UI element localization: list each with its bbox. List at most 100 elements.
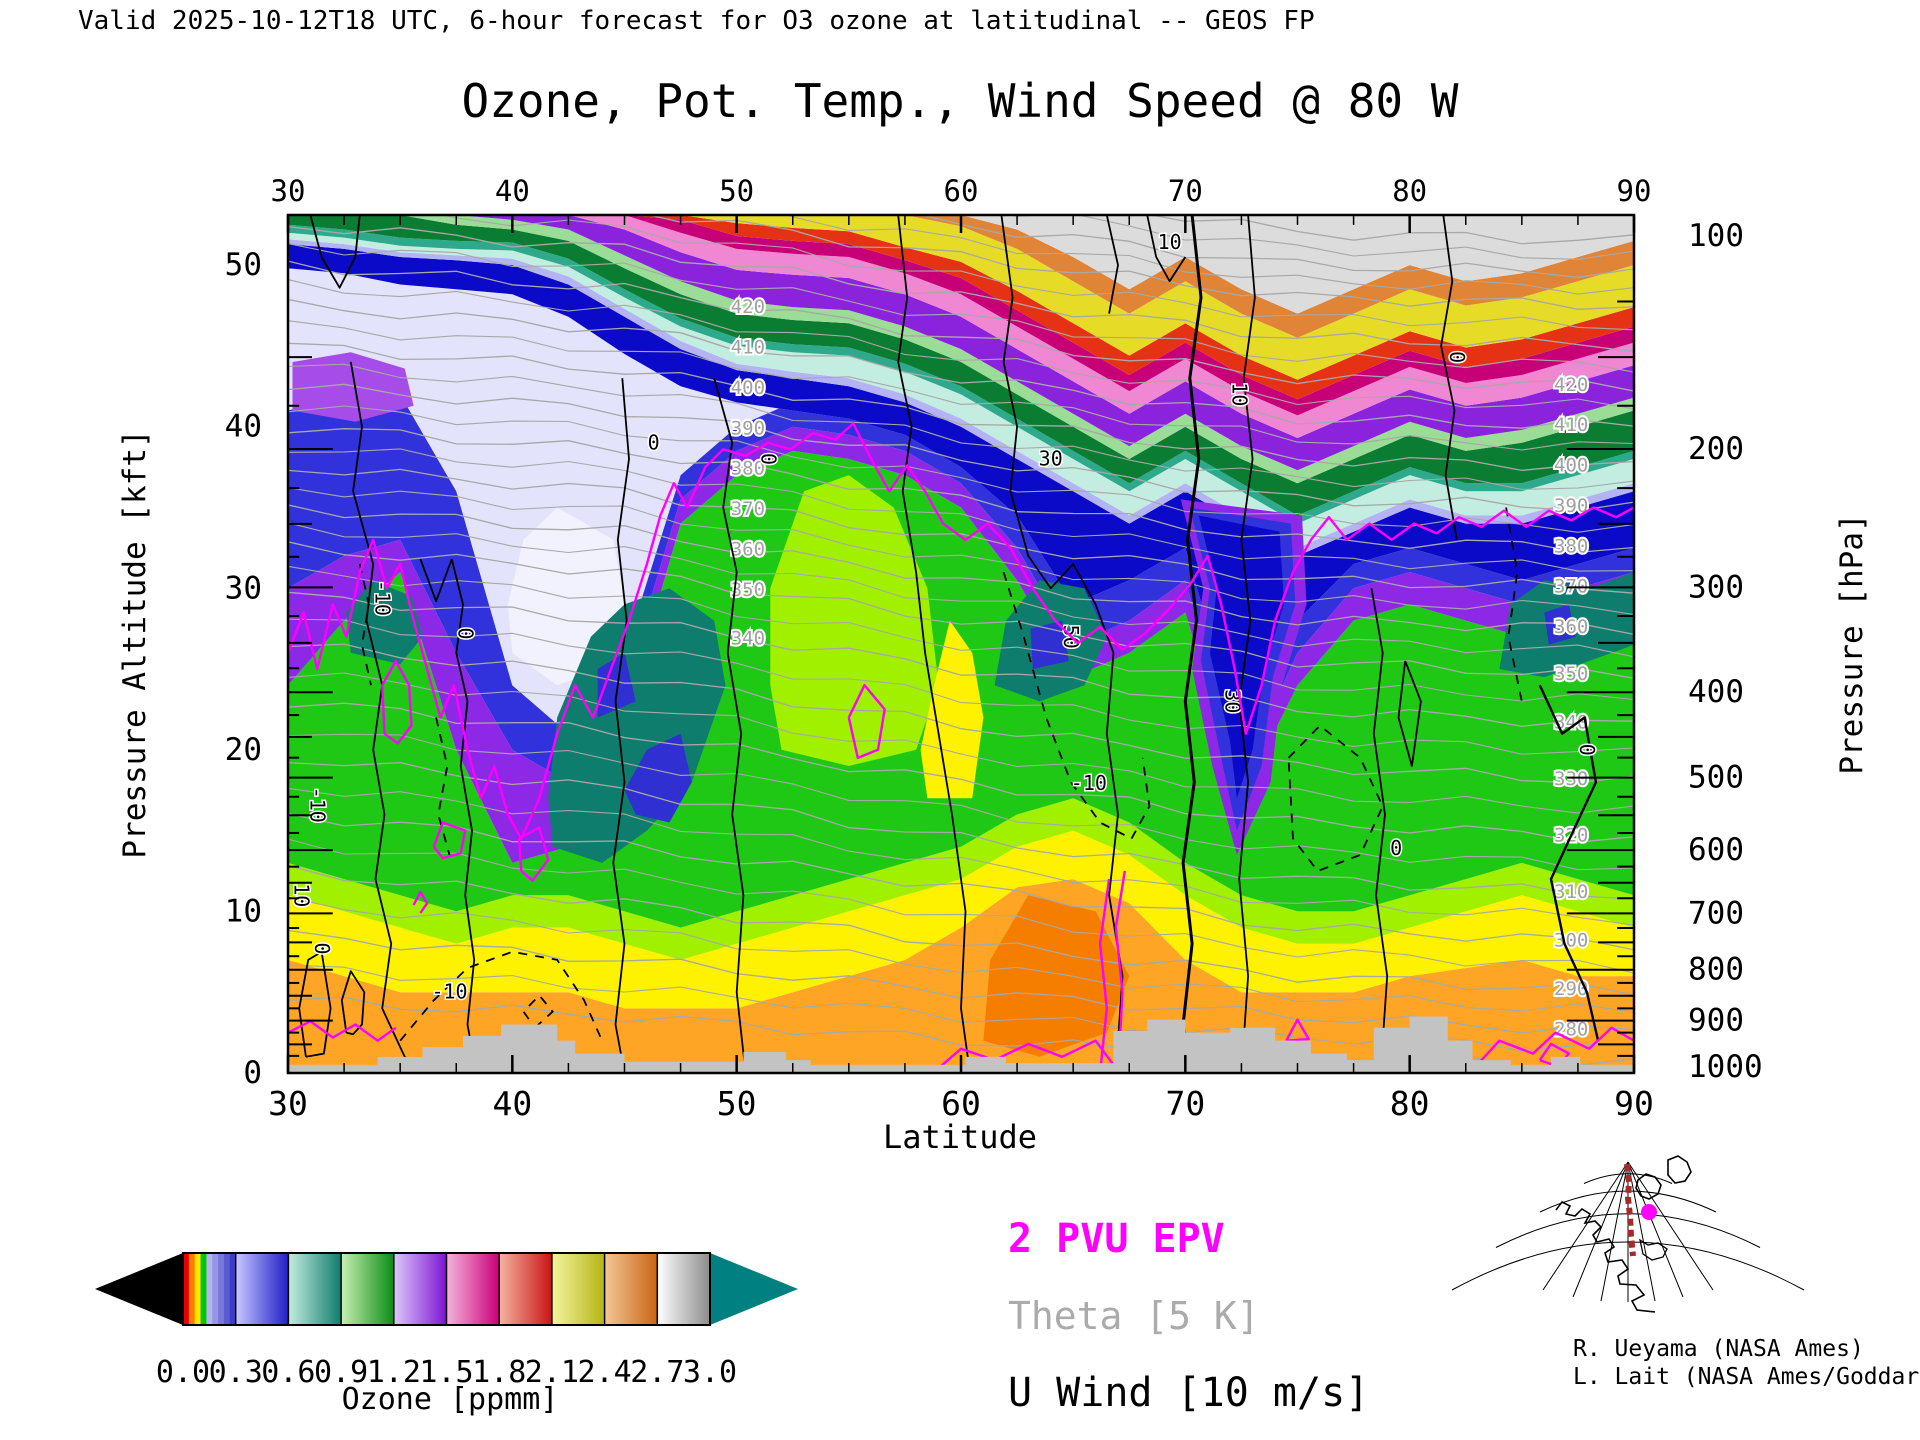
overlay-vortex-blue [1030, 620, 1069, 669]
y-left-tick: 20 [225, 732, 262, 768]
x-tick-top: 50 [719, 174, 754, 208]
uwind-label: 0 [756, 453, 780, 465]
overlay-lime-core [770, 475, 939, 766]
uwind-label: 0 [648, 430, 660, 454]
theta-line-400 [288, 342, 1634, 472]
uwind-line-dashed [435, 717, 451, 856]
theta-line-350 [288, 541, 1634, 679]
theta-label-400: 400 [1554, 455, 1588, 477]
map-meridian [1627, 1161, 1714, 1291]
theta-line-mid [288, 896, 1634, 1013]
overlay-teal-spot-left [346, 580, 423, 665]
colorbar-under-arrow [95, 1253, 183, 1325]
x-tick-top: 30 [271, 174, 306, 208]
y-left-tick: 30 [225, 570, 262, 606]
theta-line-mid [288, 320, 1634, 451]
x-tick-bottom: 90 [1614, 1084, 1654, 1123]
theta-label-280: 280 [1554, 1019, 1588, 1041]
theta-line-mid [288, 243, 1634, 373]
theta-label-330: 330 [1554, 768, 1588, 790]
map-coastline-na [1555, 1200, 1656, 1313]
theta-line-440 [646, 215, 1634, 310]
theta-label-340: 340 [1554, 712, 1588, 734]
y-left-tick: 50 [225, 247, 262, 283]
pressure-hatches [288, 300, 1634, 1057]
colorbar-stripe [194, 1253, 202, 1325]
terrain [288, 1016, 1634, 1073]
colorbar-segment [393, 1253, 447, 1325]
theta-label-400: 400 [731, 377, 765, 399]
theta-label-420: 420 [731, 296, 765, 318]
x-axis-title: Latitude [882, 1118, 1038, 1156]
x-tick-top: 90 [1617, 174, 1652, 208]
x-tick-top: 60 [944, 174, 979, 208]
theta-line-mid [288, 787, 1634, 926]
y-right-tick: 100 [1688, 218, 1744, 254]
ozone-field: 2802903003103203303403403503503603603703… [288, 215, 1634, 1073]
y-left-tick: 10 [225, 893, 262, 929]
overlay-orange-core [983, 895, 1130, 1057]
uwind-line [1181, 215, 1203, 1073]
epv-line [288, 422, 1634, 840]
y-left-tick: 0 [243, 1055, 262, 1091]
credit-line-1: R. Ueyama (NASA Ames) [1573, 1336, 1864, 1362]
theta-label-380: 380 [1554, 535, 1588, 557]
uwind-label: -10 [370, 580, 394, 616]
theta-line-340 [288, 591, 1634, 727]
uwind-line [419, 558, 453, 603]
map-location-dot [1641, 1204, 1657, 1220]
overlay-purple-patch-left [292, 352, 414, 422]
y-right-tick: 800 [1688, 952, 1744, 988]
theta-line-370 [288, 468, 1634, 594]
uwind-label: 0 [1575, 744, 1599, 756]
theta-line-mid [288, 733, 1634, 871]
colorbar-segment [604, 1253, 658, 1325]
colorbar-tick-label: 1.5 [419, 1355, 473, 1390]
uwind-label: -10 [431, 980, 467, 1004]
axis-labels: 3030404050506060707080809090010203040501… [225, 174, 1763, 1123]
map-coastline-hudson [1635, 1173, 1662, 1200]
colorbar-stripe [200, 1253, 207, 1325]
colorbar-tick-label: 2.4 [578, 1355, 632, 1390]
theta-line-mid [288, 522, 1634, 658]
epv-line [1098, 878, 1111, 1073]
map-transect-line [1624, 1163, 1636, 1257]
theta-line-mid [288, 838, 1634, 974]
theta-contours: 2802903003103203303403403503503603603703… [288, 215, 1634, 1068]
theta-line-mid [288, 672, 1634, 814]
layer-yellow-low [288, 830, 1634, 1009]
theta-line-430 [288, 225, 1634, 353]
uwind-label: 0 [1445, 351, 1469, 363]
uwind-line [1000, 215, 1124, 1073]
epv-line [412, 890, 429, 914]
map-meridian [1542, 1161, 1629, 1291]
map-coastline-carib [1639, 1238, 1668, 1261]
overlay-yellow-column [920, 620, 984, 799]
theta-line-mid [1006, 215, 1634, 260]
legend-uwind: U Wind [10 m/s] [1008, 1370, 1370, 1416]
map-meridian [1627, 1161, 1656, 1302]
theta-line-390 [288, 383, 1634, 512]
theta-line-310 [288, 761, 1634, 900]
colorbar-title: Ozone [ppmm] [341, 1382, 559, 1417]
x-tick-bottom: 70 [1165, 1084, 1205, 1123]
colorbar-tick-label: 0.0 [156, 1355, 210, 1390]
uwind-label: 0 [310, 943, 334, 955]
uwind-label: 10 [1227, 382, 1251, 406]
theta-label-410: 410 [731, 336, 765, 358]
layer-gray-top [288, 215, 1634, 314]
colorbar-tick-label: 1.2 [367, 1355, 421, 1390]
uwind-line-dashed [399, 950, 603, 1042]
uwind-line [713, 377, 747, 1073]
credit-line-2: L. Lait (NASA Ames/Goddard) [1573, 1364, 1920, 1390]
colorbar-frame [182, 1252, 711, 1326]
x-tick-top: 80 [1392, 174, 1427, 208]
y-right-tick: 900 [1688, 1003, 1744, 1039]
colorbar-tick-label: 2.7 [630, 1355, 684, 1390]
theta-line-mid [288, 487, 1634, 616]
uwind-line-dashed [522, 994, 554, 1029]
theta-line-360 [288, 504, 1634, 636]
uwind-line-dashed [1287, 724, 1384, 873]
theta-line-410 [288, 298, 1634, 429]
layer-orange-low [288, 879, 1634, 1073]
